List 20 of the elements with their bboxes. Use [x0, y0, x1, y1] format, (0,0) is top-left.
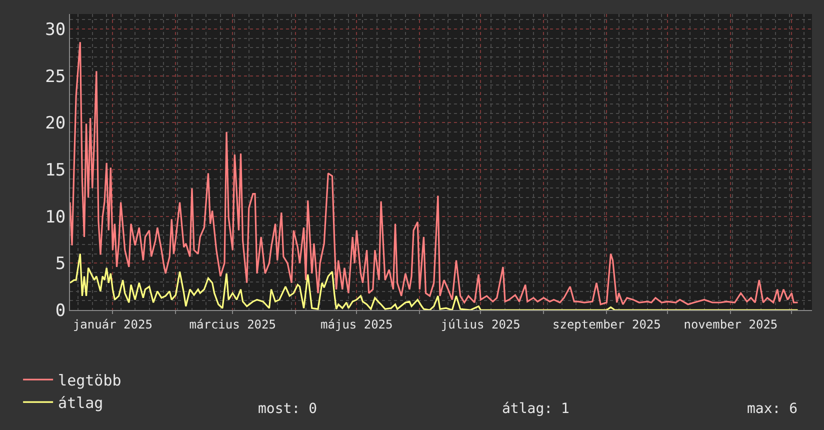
y-tick-label: 30 — [45, 20, 66, 40]
y-tick-label: 0 — [55, 300, 66, 321]
x-tick-label: január 2025 — [72, 317, 152, 332]
x-tick-label: november 2025 — [684, 317, 778, 332]
x-tick-label: március 2025 — [189, 317, 276, 332]
text: max: 6 — [747, 401, 798, 417]
x-tick-label: május 2025 — [320, 317, 393, 332]
text: most: 0 — [258, 401, 318, 417]
y-tick-label: 25 — [45, 66, 66, 87]
legend-label: legtöbb — [58, 371, 122, 390]
text: átlag: 1 — [502, 401, 570, 417]
x-tick-label: július 2025 — [440, 317, 520, 332]
line-series — [70, 41, 799, 306]
y-tick-label: 20 — [45, 114, 66, 134]
legend-label: átlag — [58, 394, 104, 412]
x-tick-label: szeptember 2025 — [552, 317, 661, 332]
y-tick-label: 10 — [45, 207, 66, 228]
y-tick-label: 15 — [45, 160, 66, 180]
line-series — [70, 253, 799, 310]
y-tick-label: 5 — [55, 254, 66, 274]
